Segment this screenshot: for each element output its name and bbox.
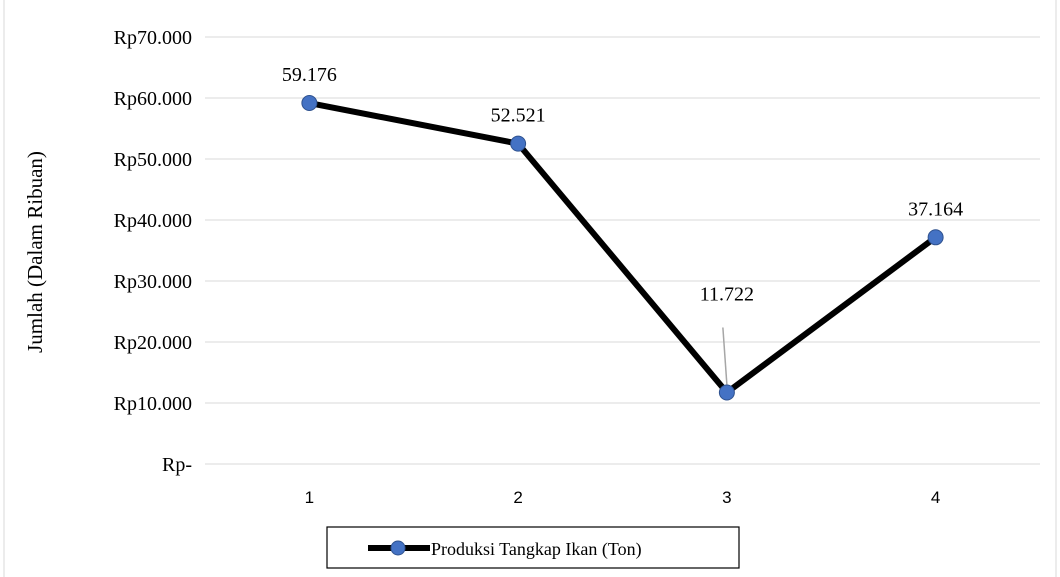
data-point: [927, 229, 944, 246]
data-label: 11.722: [700, 283, 754, 305]
x-tick-label: 3: [722, 488, 731, 507]
data-label: 59.176: [282, 64, 337, 86]
y-tick-label: Rp50.000: [114, 149, 192, 171]
legend-marker-swatch: [390, 540, 406, 556]
x-tick-label: 2: [513, 488, 522, 507]
y-tick-label: Rp-: [162, 454, 192, 476]
data-label: 52.521: [491, 105, 546, 127]
y-tick-label: Rp40.000: [114, 210, 192, 232]
data-label: 37.164: [908, 198, 963, 220]
x-tick-label: 4: [931, 488, 940, 507]
series-produksi: [301, 95, 944, 401]
data-point: [510, 135, 527, 152]
x-tick-labels: 1 2 3 4: [305, 488, 941, 507]
y-tick-label: Rp30.000: [114, 271, 192, 293]
x-tick-label: 1: [305, 488, 314, 507]
y-tick-label: Rp70.000: [114, 27, 192, 49]
gridlines: [205, 36, 1040, 465]
data-point: [301, 95, 318, 112]
data-labels: 59.176 52.521 11.722 37.164: [282, 64, 963, 385]
y-tick-label: Rp10.000: [114, 393, 192, 415]
legend-label: Produksi Tangkap Ikan (Ton): [431, 539, 642, 560]
y-tick-label: Rp20.000: [114, 332, 192, 354]
y-tick-label: Rp60.000: [114, 88, 192, 110]
data-point: [718, 384, 735, 401]
y-axis-title: Jumlah (Dalam Ribuan): [23, 151, 47, 353]
series-line: [306, 100, 939, 396]
data-label-leader: [722, 327, 728, 385]
y-tick-labels: Rp- Rp10.000 Rp20.000 Rp30.000 Rp40.000 Rp50.…: [114, 27, 192, 476]
legend: Produksi Tangkap Ikan (Ton): [326, 526, 740, 569]
